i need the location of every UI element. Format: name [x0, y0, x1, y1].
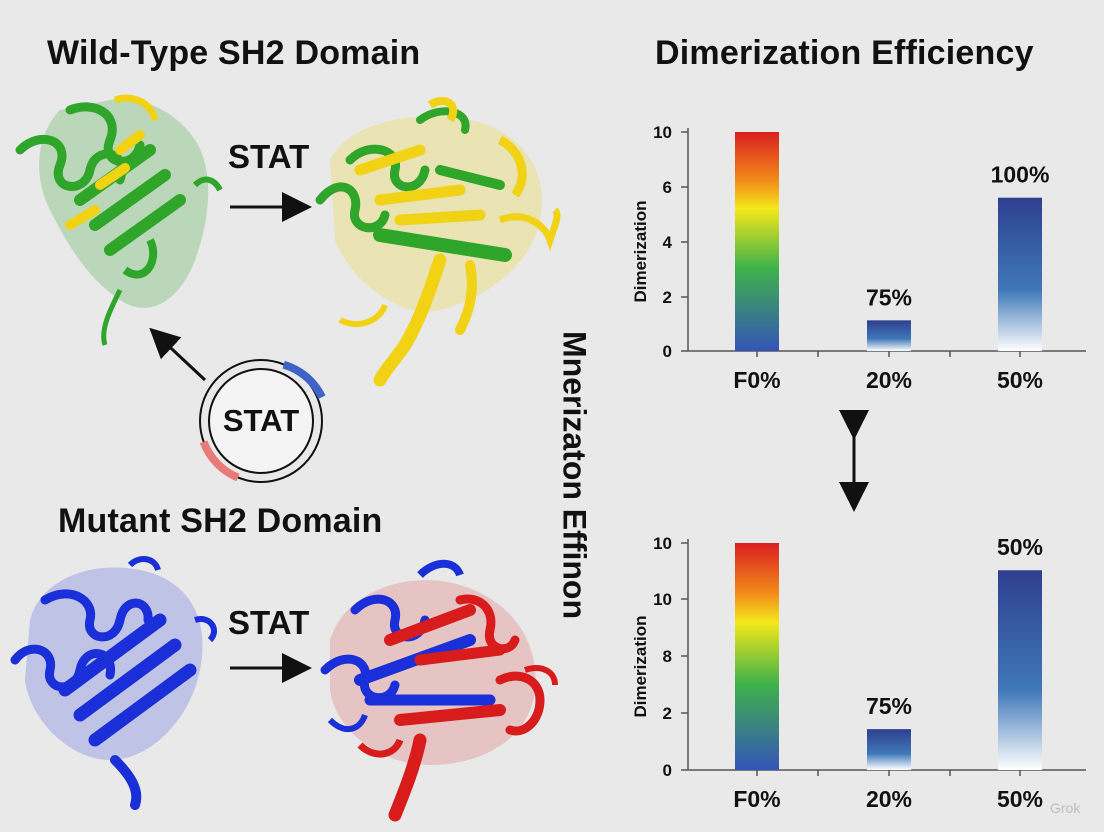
stat-circle-icon [199, 359, 326, 483]
chart1-ylabel: Dimerization [631, 615, 650, 717]
chart0-ytick-label: 4 [663, 233, 673, 252]
chart1-ytick-label: 8 [663, 647, 672, 666]
chart1-category-0: F0% [733, 786, 780, 812]
chart1-ytick-label: 2 [663, 704, 672, 723]
chart1-data-label-2: 50% [997, 534, 1043, 560]
chart0-category-2: 50% [997, 367, 1043, 393]
chart0-ytick-label: 10 [653, 123, 672, 142]
mutant-complex-icon [320, 559, 558, 822]
wild-type-complex-icon [315, 97, 561, 387]
chart1-ytick-label: 10 [653, 590, 672, 609]
chart0-data-label-2: 100% [991, 162, 1050, 188]
chart0-bar-0 [735, 132, 779, 351]
chart1-ytick-label: 10 [653, 534, 672, 553]
chart0-ytick-label: 6 [663, 178, 672, 197]
chart1-bar-1 [867, 729, 911, 770]
wild-type-protein-icon [15, 94, 223, 346]
chart1-category-1: 20% [866, 786, 912, 812]
chart0-ylabel: Dimerization [631, 200, 650, 302]
watermark: Grok [1050, 800, 1081, 816]
chart-section-title: Dimerization Efficiency [655, 34, 1034, 72]
chart0-bar-2 [998, 197, 1042, 351]
mutant-title: Mutant SH2 Domain [58, 502, 383, 540]
chart1-ytick-label: 0 [663, 761, 672, 780]
stat-label-circle: STAT [222, 403, 300, 438]
chart1-data-label-1: 75% [866, 693, 912, 719]
chart1-bar-2 [998, 570, 1042, 770]
chart1-category-2: 50% [997, 786, 1043, 812]
chart0-ytick-label: 2 [663, 288, 672, 307]
chart0-data-label-1: 75% [866, 284, 912, 310]
chart1-bar-0 [735, 543, 779, 770]
wild-type-title: Wild-Type SH2 Domain [47, 34, 421, 72]
mutant-protein-icon [10, 556, 217, 810]
stat-label-bottom: STAT [228, 604, 310, 641]
stat-label-top: STAT [228, 138, 310, 175]
chart0-category-0: F0% [733, 367, 780, 393]
chart0-bar-1 [867, 320, 911, 351]
chart0-category-1: 20% [866, 367, 912, 393]
arrow-up-left [149, 327, 207, 382]
chart0-ytick-label: 0 [663, 342, 672, 361]
